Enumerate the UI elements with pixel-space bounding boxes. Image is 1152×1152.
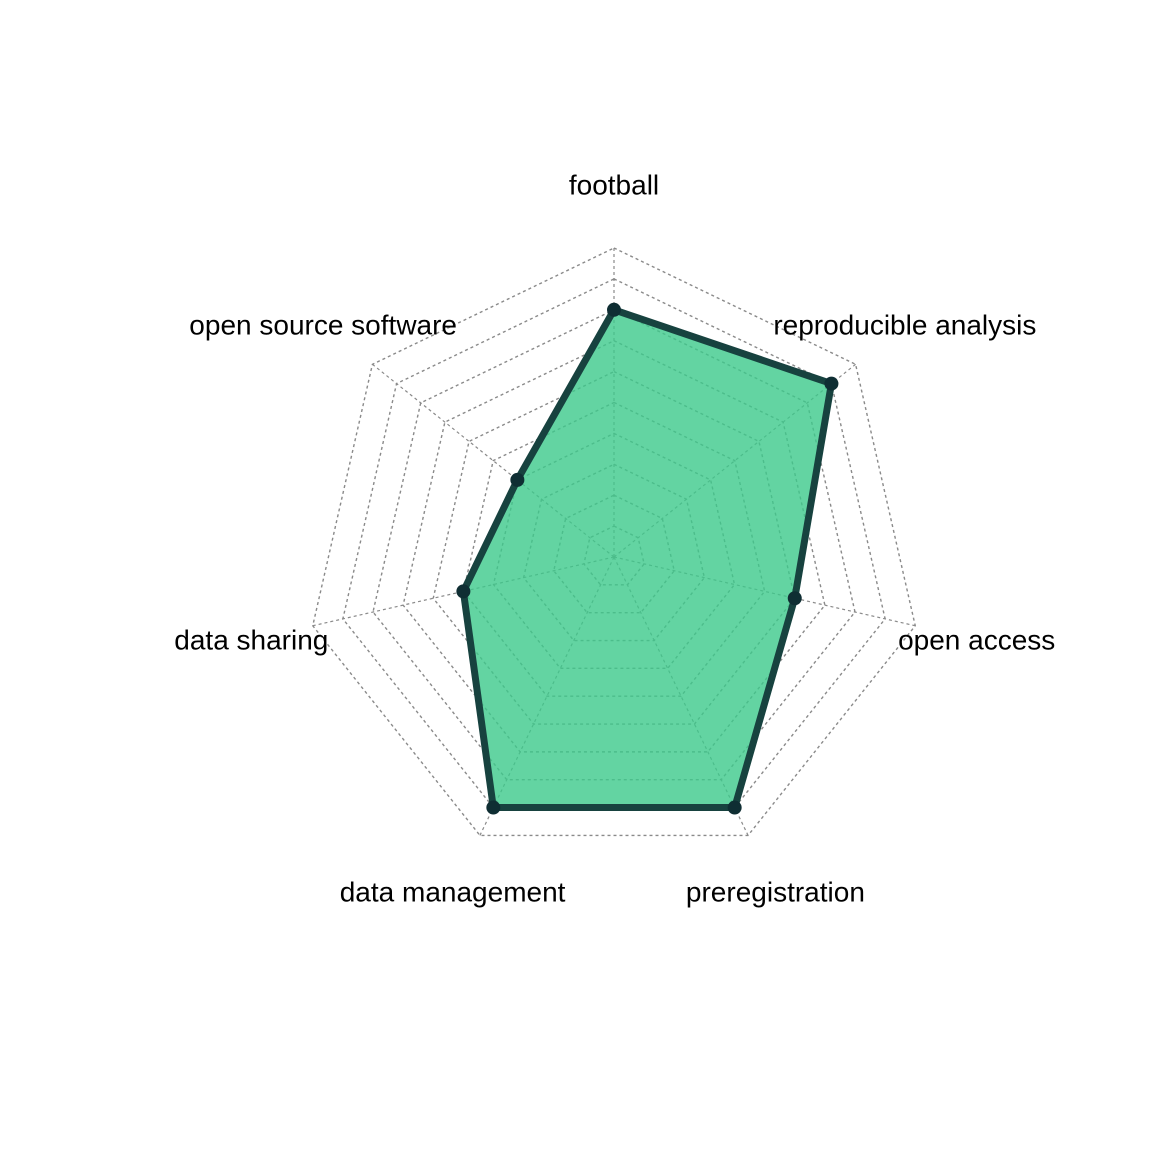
axis-labels: football reproducible analysis open access…	[174, 170, 1055, 908]
data-point-3	[727, 800, 742, 815]
data-point-2	[787, 591, 802, 606]
data-point-5	[456, 584, 471, 599]
axis-label-1: reproducible analysis	[773, 310, 1036, 341]
radar-series	[456, 302, 839, 815]
data-point-0	[607, 302, 621, 317]
axis-label-2: open access	[898, 624, 1055, 655]
axis-label-5: data sharing	[174, 624, 328, 655]
data-point-4	[486, 800, 501, 815]
axis-label-0: football	[569, 170, 659, 201]
axis-label-4: data management	[340, 877, 566, 908]
data-point-6	[510, 472, 525, 487]
data-point-1	[824, 376, 839, 391]
axis-label-6: open source software	[189, 310, 457, 341]
axis-label-3: preregistration	[686, 877, 865, 908]
series-area	[459, 305, 836, 812]
grid-ring-10	[311, 247, 917, 837]
